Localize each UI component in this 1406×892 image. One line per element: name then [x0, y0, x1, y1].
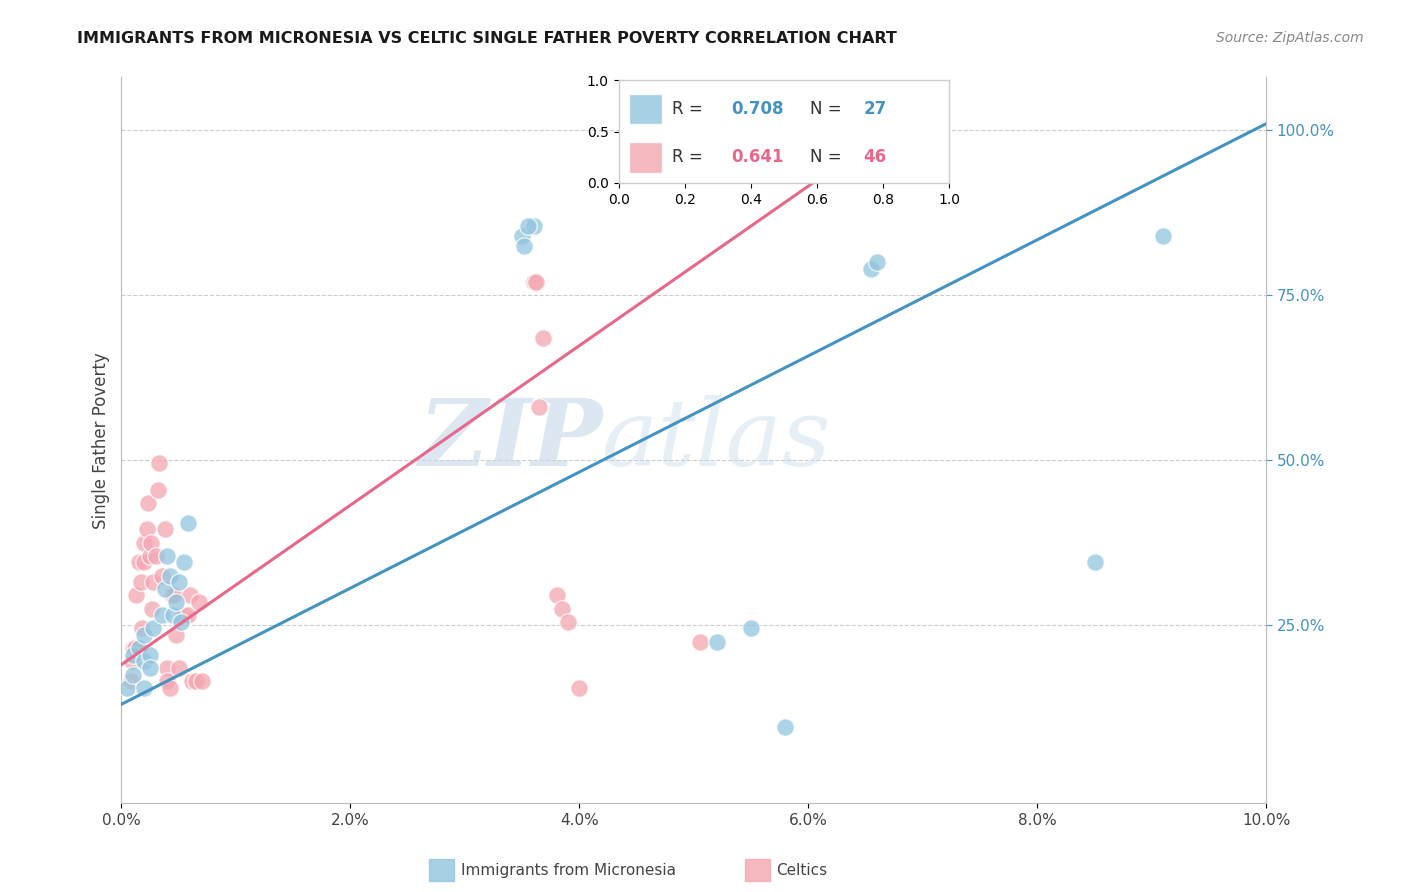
Point [135, 522, 157, 536]
Point [181, 674, 204, 689]
Point [523, 275, 546, 289]
Text: Celtics: Celtics [776, 863, 827, 878]
Point [121, 654, 143, 668]
Point [190, 674, 212, 689]
Point [177, 516, 200, 530]
Point [134, 681, 156, 695]
Point [159, 568, 181, 582]
Point [188, 595, 211, 609]
Text: ZIP: ZIP [418, 395, 602, 485]
Point [872, 133, 894, 147]
Point [150, 608, 173, 623]
Point [142, 621, 165, 635]
Point [689, 634, 711, 648]
Point [134, 654, 156, 668]
Point [134, 628, 156, 642]
Text: Source: ZipAtlas.com: Source: ZipAtlas.com [1216, 31, 1364, 45]
FancyBboxPatch shape [628, 142, 662, 173]
Point [866, 133, 889, 147]
Point [146, 483, 169, 497]
Text: Immigrants from Micronesia: Immigrants from Micronesia [461, 863, 676, 878]
Point [142, 575, 165, 590]
Text: R =: R = [672, 148, 707, 166]
Point [139, 648, 162, 662]
Point [557, 615, 579, 629]
Point [139, 661, 162, 675]
Point [551, 601, 574, 615]
Point [141, 535, 163, 549]
Point [153, 582, 176, 596]
Point [184, 674, 207, 689]
Text: 27: 27 [863, 100, 886, 118]
Point [165, 595, 187, 609]
Point [159, 681, 181, 695]
FancyBboxPatch shape [628, 94, 662, 124]
Point [124, 641, 146, 656]
Point [740, 621, 762, 635]
Text: N =: N = [810, 148, 848, 166]
Point [134, 555, 156, 569]
Point [122, 648, 145, 662]
Point [516, 219, 538, 233]
Text: 46: 46 [863, 148, 886, 166]
Point [134, 535, 156, 549]
Point [546, 588, 568, 602]
Point [170, 615, 193, 629]
Point [177, 608, 200, 623]
Point [866, 255, 889, 269]
Point [167, 661, 190, 675]
Text: 0.708: 0.708 [731, 100, 783, 118]
Point [122, 667, 145, 681]
Point [125, 588, 148, 602]
Text: N =: N = [810, 100, 848, 118]
Point [160, 588, 183, 602]
Point [122, 641, 145, 656]
Text: 0.641: 0.641 [731, 148, 783, 166]
Point [1084, 555, 1107, 569]
Point [706, 634, 728, 648]
Point [153, 522, 176, 536]
Point [148, 457, 170, 471]
Point [139, 549, 162, 563]
Point [173, 608, 195, 623]
Point [179, 588, 201, 602]
Text: R =: R = [672, 100, 707, 118]
Point [141, 601, 163, 615]
Point [156, 674, 179, 689]
Point [136, 496, 159, 510]
Point [163, 588, 186, 602]
Point [115, 681, 138, 695]
Text: atlas: atlas [602, 395, 832, 485]
Y-axis label: Single Father Poverty: Single Father Poverty [93, 352, 110, 529]
Point [162, 608, 184, 623]
Point [173, 555, 195, 569]
Point [131, 621, 153, 635]
Point [150, 568, 173, 582]
Text: IMMIGRANTS FROM MICRONESIA VS CELTIC SINGLE FATHER POVERTY CORRELATION CHART: IMMIGRANTS FROM MICRONESIA VS CELTIC SIN… [77, 31, 897, 46]
Point [524, 275, 547, 289]
Point [529, 401, 551, 415]
Point [167, 575, 190, 590]
Point [156, 661, 179, 675]
Point [165, 628, 187, 642]
Point [120, 674, 142, 689]
Point [531, 331, 554, 345]
Point [513, 238, 536, 252]
Point [510, 228, 533, 243]
Point [128, 641, 150, 656]
Point [128, 555, 150, 569]
Point [568, 681, 591, 695]
Point [775, 720, 797, 734]
Point [523, 219, 546, 233]
Point [860, 261, 883, 276]
Point [1152, 228, 1174, 243]
Point [145, 549, 167, 563]
Point [156, 549, 179, 563]
Point [129, 575, 152, 590]
